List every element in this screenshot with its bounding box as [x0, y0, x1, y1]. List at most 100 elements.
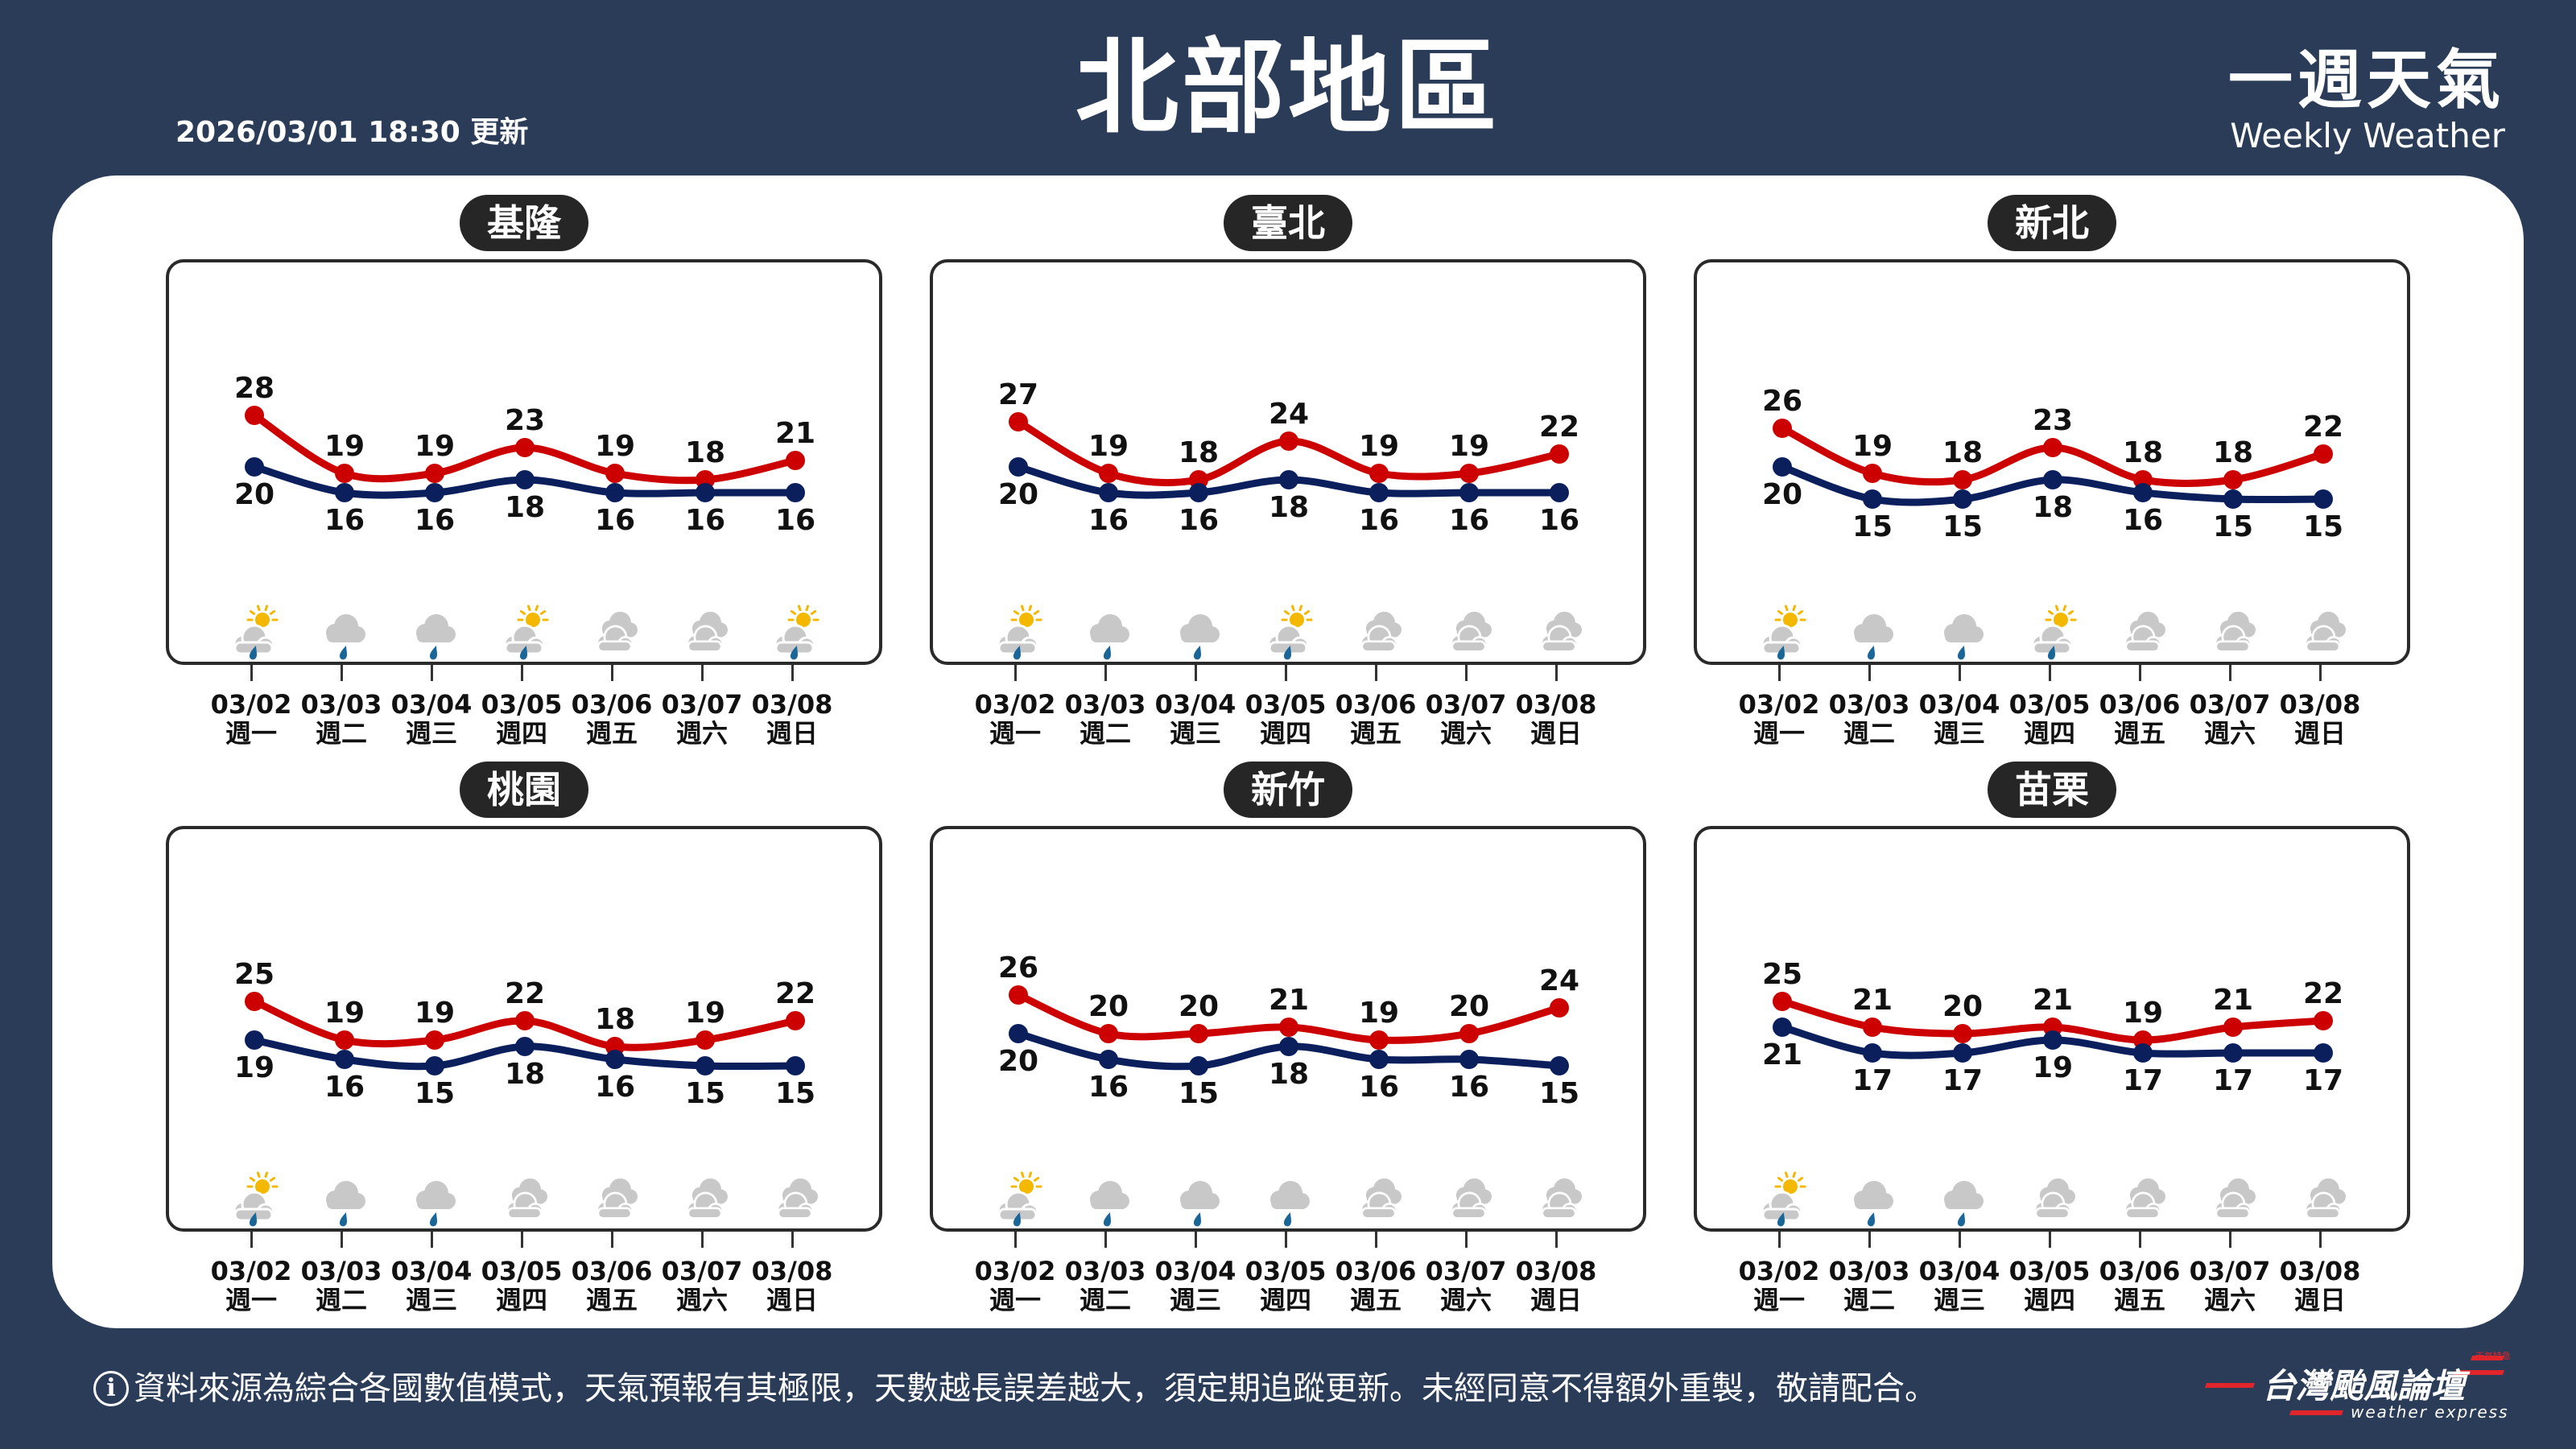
weekday-label: 週日	[2293, 718, 2346, 749]
low-temp-point	[2223, 489, 2243, 509]
date-label: 03/06	[1335, 689, 1417, 720]
date-label: 03/07	[2189, 1256, 2271, 1286]
raindrop-icon	[1193, 1212, 1201, 1227]
high-temp-point	[2043, 438, 2062, 457]
date-label: 03/08	[1515, 689, 1597, 720]
region-name: 新竹	[1224, 762, 1352, 818]
axis-tick	[1959, 1232, 1961, 1248]
region-name: 臺北	[1224, 195, 1352, 251]
day-label: 03/02 週一	[1731, 1257, 1827, 1315]
date-label: 03/06	[2099, 1256, 2181, 1286]
info-icon: i	[93, 1371, 129, 1406]
day-label: 03/02 週一	[203, 1257, 299, 1315]
day-label: 03/04 週三	[383, 1257, 480, 1315]
raindrop-icon	[1777, 646, 1785, 660]
date-label: 03/03	[1828, 1256, 1910, 1286]
weekday-label: 週二	[1079, 718, 1131, 749]
partly-sunny-rain-icon	[233, 605, 279, 660]
low-temp-label: 18	[1269, 491, 1309, 524]
axis-tick	[431, 1232, 433, 1248]
region-name: 新北	[1988, 195, 2116, 251]
date-label: 03/02	[1738, 689, 1820, 720]
axis-tick	[1778, 665, 1781, 681]
brand-block: 一週天氣 Weekly Weather	[2228, 44, 2505, 155]
low-temp-point	[696, 483, 715, 502]
high-temp-point	[2314, 1011, 2333, 1030]
high-temp-label: 19	[324, 997, 365, 1030]
low-temp-label: 20	[998, 1045, 1038, 1078]
axis-tick	[2319, 1232, 2322, 1248]
low-temp-label: 15	[1852, 510, 1893, 543]
sun-icon	[246, 605, 279, 627]
raindrop-icon	[1103, 646, 1111, 660]
axis-tick	[1868, 1232, 1871, 1248]
rain-icon	[416, 614, 456, 660]
raindrop-icon	[339, 646, 347, 660]
low-temp-point	[605, 483, 625, 502]
high-temp-label: 20	[1088, 990, 1129, 1023]
sun-icon	[517, 605, 549, 627]
weekday-label: 週四	[495, 1285, 547, 1315]
low-temp-point	[1459, 1050, 1479, 1069]
low-temp-label: 16	[1088, 504, 1129, 537]
day-label: 03/08 週日	[1508, 690, 1604, 748]
weekday-label: 週二	[315, 1285, 367, 1315]
day-label: 03/08 週日	[2272, 1257, 2368, 1315]
low-temp-point	[1279, 1037, 1298, 1056]
low-temp-point	[786, 1056, 805, 1075]
axis-tick	[2139, 1232, 2141, 1248]
low-temp-point	[696, 1056, 715, 1075]
low-temp-point	[1369, 1050, 1389, 1069]
high-temp-point	[1459, 1024, 1479, 1043]
low-temp-label: 16	[2123, 504, 2163, 537]
date-label: 03/06	[571, 1256, 653, 1286]
day-label: 03/07 週六	[654, 1257, 750, 1315]
day-label: 03/06 週五	[564, 1257, 660, 1315]
low-temp-label: 21	[1762, 1038, 1802, 1071]
weekday-label: 週四	[495, 718, 547, 749]
weekday-label: 週日	[766, 1285, 818, 1315]
day-label: 03/08 週日	[744, 690, 840, 748]
raindrop-icon	[1013, 1212, 1021, 1227]
day-label: 03/08 週日	[2272, 690, 2368, 748]
region-panel: 苗栗 25 21 20 21 19 21 22 21 17 17 19 17 17 17 03/02 週一 03/…	[1694, 762, 2410, 1389]
raindrop-icon	[249, 646, 257, 660]
date-label: 03/02	[210, 1256, 292, 1286]
high-temp-label: 21	[2213, 984, 2253, 1017]
day-label: 03/02 週一	[967, 690, 1063, 748]
low-temp-label: 16	[1359, 504, 1399, 537]
low-temp-label: 16	[775, 504, 815, 537]
low-temp-label: 16	[1359, 1071, 1399, 1104]
logo-text-en: weather express	[2351, 1402, 2509, 1422]
date-label: 03/06	[2099, 689, 2181, 720]
chart-svg: 25 21 20 21 19 21 22 21 17 17 19 17 17 17	[1761, 958, 2346, 1227]
weekday-label: 週五	[2113, 1285, 2165, 1315]
high-temp-label: 24	[1539, 964, 1579, 997]
weekday-label: 週六	[675, 718, 728, 749]
day-label: 03/04 週三	[1147, 1257, 1244, 1315]
weekday-label: 週三	[1933, 718, 1985, 749]
low-temp-label: 17	[1852, 1064, 1893, 1097]
day-label: 03/07 週六	[1418, 1257, 1514, 1315]
axis-tick	[521, 1232, 523, 1248]
raindrop-icon	[249, 1212, 257, 1227]
raindrop-icon	[1193, 646, 1201, 660]
cloudy-icon	[506, 1178, 547, 1220]
low-temp-point	[1189, 483, 1208, 502]
low-temp-point	[1863, 1043, 1882, 1063]
rain-icon	[416, 1181, 456, 1227]
rain-icon	[1854, 1181, 1893, 1227]
axis-tick	[791, 1232, 794, 1248]
raindrop-icon	[1013, 646, 1021, 660]
update-timestamp: 2026/03/01 18:30 更新	[175, 116, 529, 149]
low-temp-label: 19	[234, 1051, 275, 1084]
region-panel: 新竹 26 20 20 21 19 20 24 20 16 15 18 16 16 15 03/02 週一 03/…	[930, 762, 1646, 1389]
high-temp-point	[2223, 1018, 2243, 1037]
chart-svg: 26 20 20 21 19 20 24 20 16 15 18 16 16 15	[997, 952, 1582, 1227]
low-temp-label: 18	[1269, 1058, 1309, 1091]
low-temp-point	[425, 483, 444, 502]
low-temp-label: 16	[685, 504, 725, 537]
high-temp-point	[1279, 1018, 1298, 1037]
axis-tick	[1555, 1232, 1558, 1248]
weekday-label: 週三	[1169, 1285, 1221, 1315]
